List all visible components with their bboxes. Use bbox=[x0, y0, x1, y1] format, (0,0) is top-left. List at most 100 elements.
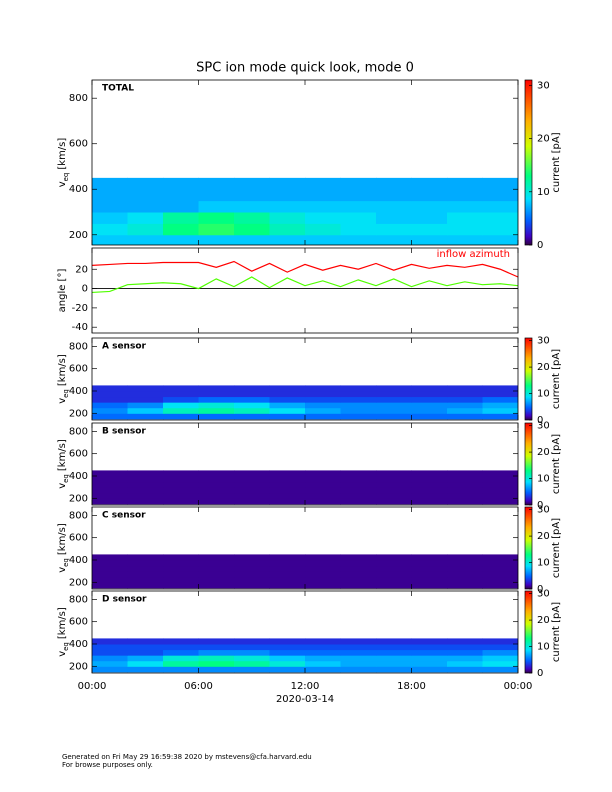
y-tick-label: 600 bbox=[69, 139, 88, 150]
heatmap-cell bbox=[163, 492, 199, 499]
heatmap-cell bbox=[482, 565, 518, 572]
heatmap-cell bbox=[234, 385, 270, 392]
heatmap-cell bbox=[198, 571, 235, 578]
heatmap-cell bbox=[447, 470, 483, 477]
heatmap-cell bbox=[376, 390, 412, 398]
heatmap-cell bbox=[447, 189, 483, 202]
heatmap-cell bbox=[163, 189, 199, 202]
heatmap-cell bbox=[92, 655, 128, 662]
heatmap-cell bbox=[447, 396, 483, 403]
series-line bbox=[92, 276, 518, 294]
heatmap-cell bbox=[92, 660, 128, 667]
heatmap-cell bbox=[305, 576, 341, 583]
heatmap-cell bbox=[269, 554, 306, 561]
heatmap-cell bbox=[411, 407, 448, 414]
heatmap-cell bbox=[127, 638, 164, 645]
heatmap-cell bbox=[411, 177, 448, 190]
heatmap-cell bbox=[482, 655, 518, 662]
heatmap-cell bbox=[269, 390, 306, 398]
figure-title: SPC ion mode quick look, mode 0 bbox=[196, 61, 414, 76]
series-line bbox=[92, 260, 518, 278]
colorbar-tick-label: 30 bbox=[537, 589, 550, 600]
heatmap-cell bbox=[269, 576, 306, 583]
colorbar-label: current [pA] bbox=[551, 349, 562, 409]
colorbar-tick-label: 20 bbox=[537, 531, 550, 542]
heatmap-cell bbox=[92, 413, 128, 420]
heatmap-cell bbox=[340, 385, 377, 392]
heatmap-cell bbox=[411, 200, 448, 213]
heatmap-cell bbox=[234, 407, 270, 414]
heatmap-cell bbox=[482, 559, 518, 567]
heatmap-cell bbox=[198, 189, 235, 202]
y-tick-label: 200 bbox=[69, 408, 88, 419]
heatmap-cell bbox=[482, 492, 518, 499]
heatmap-cell bbox=[92, 643, 128, 651]
heatmap-cell bbox=[163, 498, 199, 505]
heatmap-cell bbox=[340, 390, 377, 398]
y-axis-label-unit: [km/s] bbox=[57, 607, 68, 639]
heatmap-cell bbox=[269, 643, 306, 651]
heatmap-cell bbox=[411, 660, 448, 667]
heatmap-cell bbox=[482, 475, 518, 483]
heatmap-cell bbox=[340, 554, 377, 561]
y-tick-label: 400 bbox=[69, 386, 88, 397]
heatmap-cell bbox=[269, 177, 306, 190]
heatmap-cell bbox=[482, 385, 518, 392]
heatmap-cell bbox=[234, 402, 270, 409]
colorbar-tick-label: 30 bbox=[537, 505, 550, 516]
x-tick-label: 00:00 bbox=[78, 681, 107, 692]
y-axis-label-sub: eq bbox=[62, 474, 70, 483]
heatmap-cell bbox=[234, 492, 270, 499]
heatmap-cell bbox=[163, 565, 199, 572]
colorbar-tick-label: 10 bbox=[537, 642, 550, 653]
heatmap-cell bbox=[411, 475, 448, 483]
x-axis-label: 2020-03-14 bbox=[276, 694, 334, 705]
y-tick-label: 400 bbox=[69, 555, 88, 566]
plot-area bbox=[92, 554, 518, 589]
y-tick-label: 400 bbox=[69, 639, 88, 650]
heatmap-cell bbox=[92, 559, 128, 567]
heatmap-cell bbox=[411, 385, 448, 392]
y-axis-label-unit: [km/s] bbox=[57, 354, 68, 386]
heatmap-cell bbox=[127, 413, 164, 420]
heatmap-cell bbox=[234, 582, 270, 589]
heatmap-cell bbox=[92, 649, 128, 656]
heatmap-cell bbox=[234, 498, 270, 505]
y-tick-label: 200 bbox=[69, 230, 88, 241]
colorbar-label: current [pA] bbox=[551, 434, 562, 494]
heatmap-cell bbox=[92, 481, 128, 488]
y-axis-label-sub: eq bbox=[62, 558, 70, 567]
heatmap-cell bbox=[447, 390, 483, 398]
heatmap-cell bbox=[482, 402, 518, 409]
heatmap-cell bbox=[376, 470, 412, 477]
colorbar-tick-label: 20 bbox=[537, 362, 550, 373]
heatmap-cell bbox=[269, 638, 306, 645]
colorbar-tick-label: 30 bbox=[537, 336, 550, 347]
heatmap-cell bbox=[411, 638, 448, 645]
heatmap-cell bbox=[92, 571, 128, 578]
heatmap-cell bbox=[269, 582, 306, 589]
x-tick-label: 06:00 bbox=[184, 681, 213, 692]
heatmap-cell bbox=[340, 396, 377, 403]
y-axis-label-main: v bbox=[57, 398, 68, 404]
heatmap-cell bbox=[376, 407, 412, 414]
heatmap-cell bbox=[411, 559, 448, 567]
heatmap-cell bbox=[163, 385, 199, 392]
heatmap-cell bbox=[411, 498, 448, 505]
heatmap-cell bbox=[198, 643, 235, 651]
heatmap-cell bbox=[269, 407, 306, 414]
heatmap-cell bbox=[411, 189, 448, 202]
heatmap-cell bbox=[92, 390, 128, 398]
heatmap-cell bbox=[92, 492, 128, 499]
heatmap-cell bbox=[198, 660, 235, 667]
heatmap-cell bbox=[340, 649, 377, 656]
colorbar-label: current [pA] bbox=[551, 518, 562, 578]
heatmap-cell bbox=[234, 643, 270, 651]
heatmap-cell bbox=[305, 481, 341, 488]
heatmap-cell bbox=[411, 234, 448, 245]
heatmap-cell bbox=[269, 559, 306, 567]
y-tick-label: 200 bbox=[69, 661, 88, 672]
heatmap-cell bbox=[92, 638, 128, 645]
heatmap-cell bbox=[92, 212, 128, 224]
